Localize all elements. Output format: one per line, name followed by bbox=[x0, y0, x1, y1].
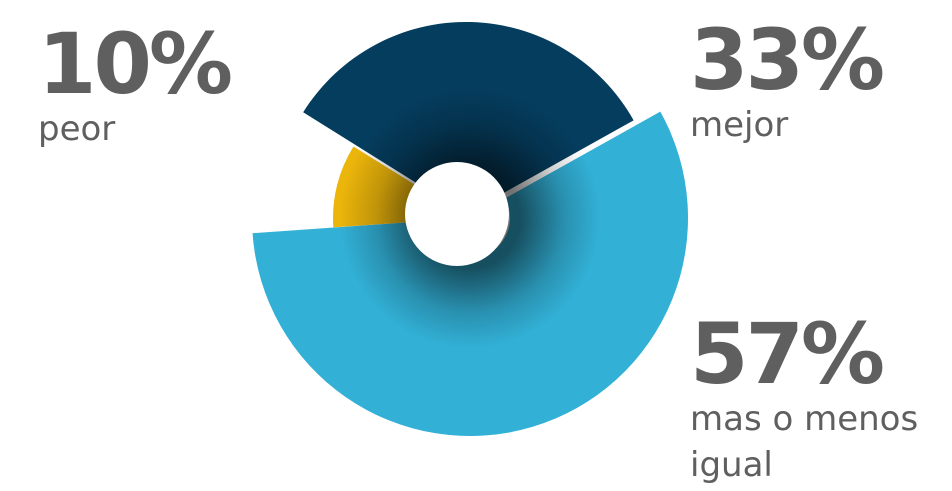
slice-label-mejor: 33% mejor bbox=[690, 11, 885, 148]
slice-name-mejor: mejor bbox=[690, 105, 789, 145]
slice-label-peor: 10% peor bbox=[38, 15, 233, 152]
slice-name-peor: peor bbox=[38, 109, 116, 149]
slice-value-mas-o-menos-igual: 57% bbox=[690, 305, 885, 403]
slice-value-peor: 10% bbox=[38, 15, 233, 113]
slice-value-mejor: 33% bbox=[690, 11, 885, 109]
donut-hole bbox=[405, 162, 509, 266]
slice-label-mas-o-menos-igual: 57% mas o menos igual bbox=[690, 312, 952, 488]
slice-name-mas-o-menos-igual: mas o menos igual bbox=[690, 399, 919, 485]
